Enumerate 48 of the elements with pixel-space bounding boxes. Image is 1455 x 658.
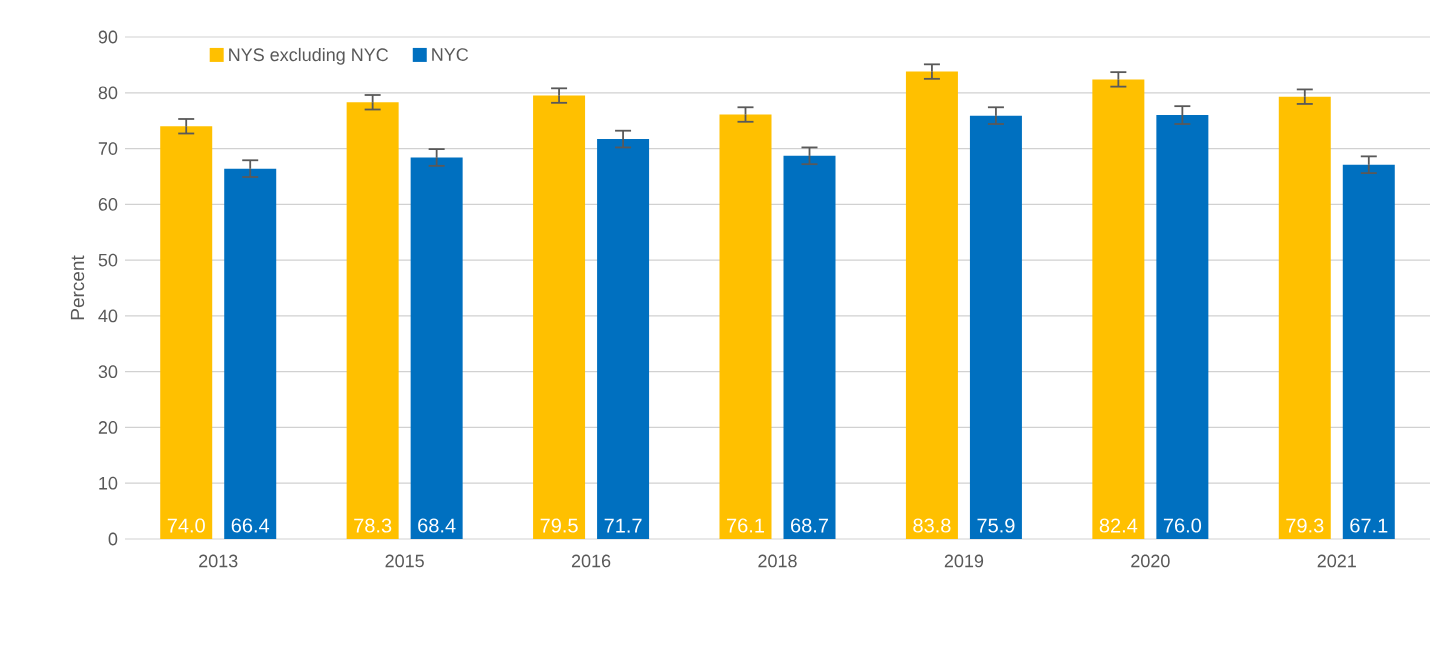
y-tick-label: 10 xyxy=(99,476,118,490)
x-tick-label: 2016 xyxy=(571,554,611,568)
legend-label: NYC xyxy=(432,48,469,61)
bar xyxy=(1342,164,1395,539)
bar xyxy=(533,95,586,539)
x-tick-label: 2015 xyxy=(385,554,424,568)
x-tick-label: 2013 xyxy=(199,554,238,568)
bar xyxy=(346,102,399,539)
x-tick-label: 2021 xyxy=(1317,554,1356,568)
x-tick-label: 2018 xyxy=(758,554,797,568)
y-tick-label: 20 xyxy=(98,421,118,434)
bar xyxy=(783,155,836,539)
data-label: 78.3 xyxy=(354,518,392,533)
y-tick-label: 30 xyxy=(98,365,118,379)
y-tick-label: 40 xyxy=(98,309,118,323)
bar xyxy=(410,157,463,539)
data-label: 67.1 xyxy=(1350,518,1388,533)
legend-label: NYS excluding NYC xyxy=(229,47,389,65)
data-label: 82.4 xyxy=(1099,518,1138,533)
data-label: 74.0 xyxy=(167,518,205,533)
bar xyxy=(905,71,958,539)
y-tick-label: 90 xyxy=(98,30,118,44)
y-axis-title: Percent xyxy=(70,255,85,320)
data-label: 76.1 xyxy=(727,518,764,533)
y-tick-label: 80 xyxy=(98,86,118,100)
data-label: 71.7 xyxy=(604,518,642,533)
bar xyxy=(1092,79,1145,539)
data-label: 66.4 xyxy=(231,518,270,533)
bar xyxy=(1278,96,1331,539)
bar xyxy=(969,115,1022,539)
y-tick-label: 0 xyxy=(108,532,118,546)
bar xyxy=(719,114,772,539)
data-label: 76.0 xyxy=(1163,518,1202,533)
x-tick-label: 2020 xyxy=(1131,554,1170,568)
bar xyxy=(1156,115,1209,539)
data-label: 68.4 xyxy=(418,518,456,533)
data-label: 79.3 xyxy=(1286,518,1324,533)
bar xyxy=(224,168,277,539)
data-label: 83.8 xyxy=(913,518,951,533)
y-tick-label: 70 xyxy=(98,142,118,155)
y-tick-label: 60 xyxy=(98,197,118,211)
x-tick-label: 2019 xyxy=(944,554,984,568)
data-label: 75.9 xyxy=(977,518,1015,533)
bar xyxy=(160,126,213,539)
data-label: 79.5 xyxy=(540,518,578,533)
data-label: 68.7 xyxy=(791,518,828,533)
bar xyxy=(597,139,650,539)
y-tick-label: 50 xyxy=(98,253,118,267)
